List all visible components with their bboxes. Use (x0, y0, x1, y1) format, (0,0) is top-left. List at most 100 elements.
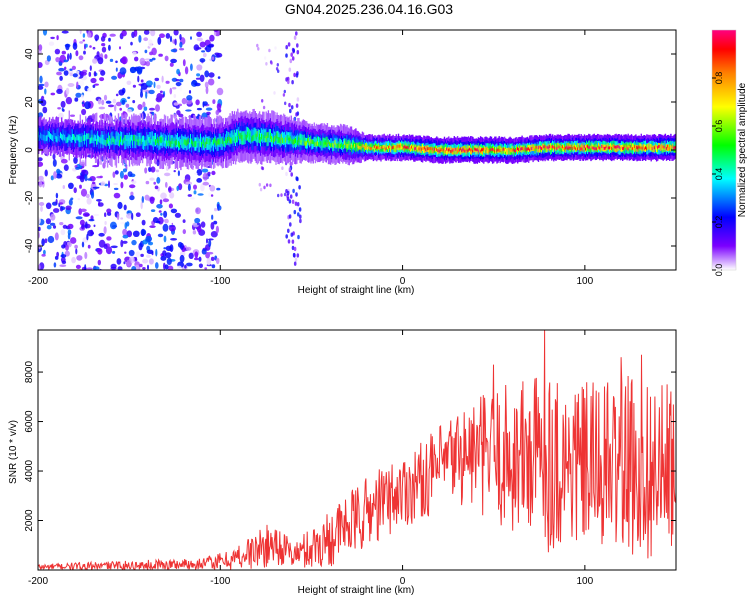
noise-blob (166, 257, 172, 265)
ridge-cell (334, 140, 336, 145)
ridge-cell (641, 146, 644, 150)
ridge-cell (181, 139, 183, 146)
snr-panel: -200 -100 0 100 2000 4000 6000 8000 Height of s… (8, 329, 677, 596)
ridge-cell (618, 146, 621, 149)
ridge-cell (634, 145, 636, 153)
ridge-cell (373, 144, 376, 148)
noise-blob (170, 238, 178, 241)
noise-blob (114, 104, 117, 112)
ridge-cell (490, 148, 493, 151)
ridge-cell (269, 133, 272, 139)
ridge-cell (524, 146, 527, 150)
noise-blob (38, 50, 43, 54)
noise-blob (293, 35, 297, 40)
ridge-cell (102, 136, 104, 142)
ridge-cell (214, 137, 216, 143)
ridge-cell (134, 135, 136, 141)
noise-blob (59, 75, 63, 81)
ridge-cell (202, 137, 204, 151)
noise-blob (149, 196, 155, 204)
ridge-cell (135, 139, 137, 146)
x-tick-label: -100 (210, 276, 230, 287)
ridge-cell (115, 139, 118, 145)
ridge-cell (673, 146, 675, 150)
noise-blob (167, 265, 174, 270)
noise-blob (206, 238, 208, 244)
ridge-cell (577, 147, 579, 151)
y-tick-label: 4000 (24, 459, 35, 482)
noise-blob (53, 262, 57, 268)
ridge-cell (318, 136, 320, 147)
ridge-cell (425, 148, 427, 152)
noise-blob (295, 192, 298, 197)
ridge-cell (463, 149, 465, 153)
noise-blob (213, 30, 219, 33)
ridge-cell (570, 145, 572, 152)
noise-blob (298, 185, 301, 190)
noise-blob (80, 71, 87, 76)
ridge-cell (54, 133, 56, 139)
ridge-cell (367, 147, 369, 150)
noise-blob (110, 245, 118, 249)
ridge-cell (554, 143, 556, 150)
ridge-cell (133, 134, 135, 141)
ridge-cell (131, 134, 133, 141)
noise-blob (145, 235, 153, 242)
noise-blob (196, 178, 203, 183)
ridge-cell (416, 146, 418, 150)
ridge-cell (290, 137, 292, 143)
ridge-cell (464, 146, 466, 153)
ridge-cell (471, 148, 473, 152)
ridge-cell (661, 145, 663, 148)
ridge-cell (498, 149, 500, 153)
noise-blob (89, 45, 92, 48)
snr-data (38, 330, 676, 570)
noise-blob (187, 194, 192, 197)
ridge-cell (319, 137, 321, 148)
ridge-cell (190, 139, 192, 146)
ridge-cell (652, 145, 655, 153)
noise-blob (199, 41, 206, 48)
ridge-cell (122, 131, 124, 146)
noise-blob (202, 181, 210, 186)
noise-blob (262, 105, 266, 110)
noise-blob (42, 106, 48, 114)
ridge-cell (50, 133, 52, 140)
ridge-cell (646, 147, 648, 151)
noise-blob (288, 214, 292, 219)
ridge-cell (554, 146, 556, 150)
ridge-cell (129, 136, 132, 143)
ridge-cell (451, 149, 453, 153)
noise-blob (299, 214, 302, 219)
ridge-cell (600, 146, 602, 150)
noise-blob (141, 219, 146, 226)
ridge-cell (110, 138, 112, 145)
ridge-cell (589, 145, 591, 149)
noise-blob (156, 93, 163, 101)
noise-blob (147, 241, 154, 246)
noise-blob (202, 52, 207, 58)
ridge-cell (205, 134, 207, 149)
noise-blob (62, 185, 65, 189)
ridge-cell (316, 141, 319, 146)
ridge-cell (488, 149, 490, 153)
noise-blob (131, 239, 137, 246)
ridge-cell (569, 146, 571, 150)
noise-blob (38, 175, 44, 182)
noise-blob (127, 96, 131, 100)
ridge-cell (302, 137, 305, 142)
noise-blob (282, 93, 286, 97)
noise-blob (145, 61, 151, 67)
ridge-cell (283, 138, 285, 144)
noise-blob (195, 99, 200, 106)
ridge-cell (361, 144, 364, 148)
ridge-cell (211, 139, 214, 146)
ridge-cell (594, 147, 597, 151)
ridge-cell (358, 145, 360, 150)
ridge-cell (468, 147, 471, 151)
ridge-cell (513, 149, 516, 153)
ridge-cell (446, 147, 448, 155)
noise-blob (171, 77, 178, 82)
ridge-cell (460, 147, 462, 151)
noise-blob (131, 180, 137, 185)
